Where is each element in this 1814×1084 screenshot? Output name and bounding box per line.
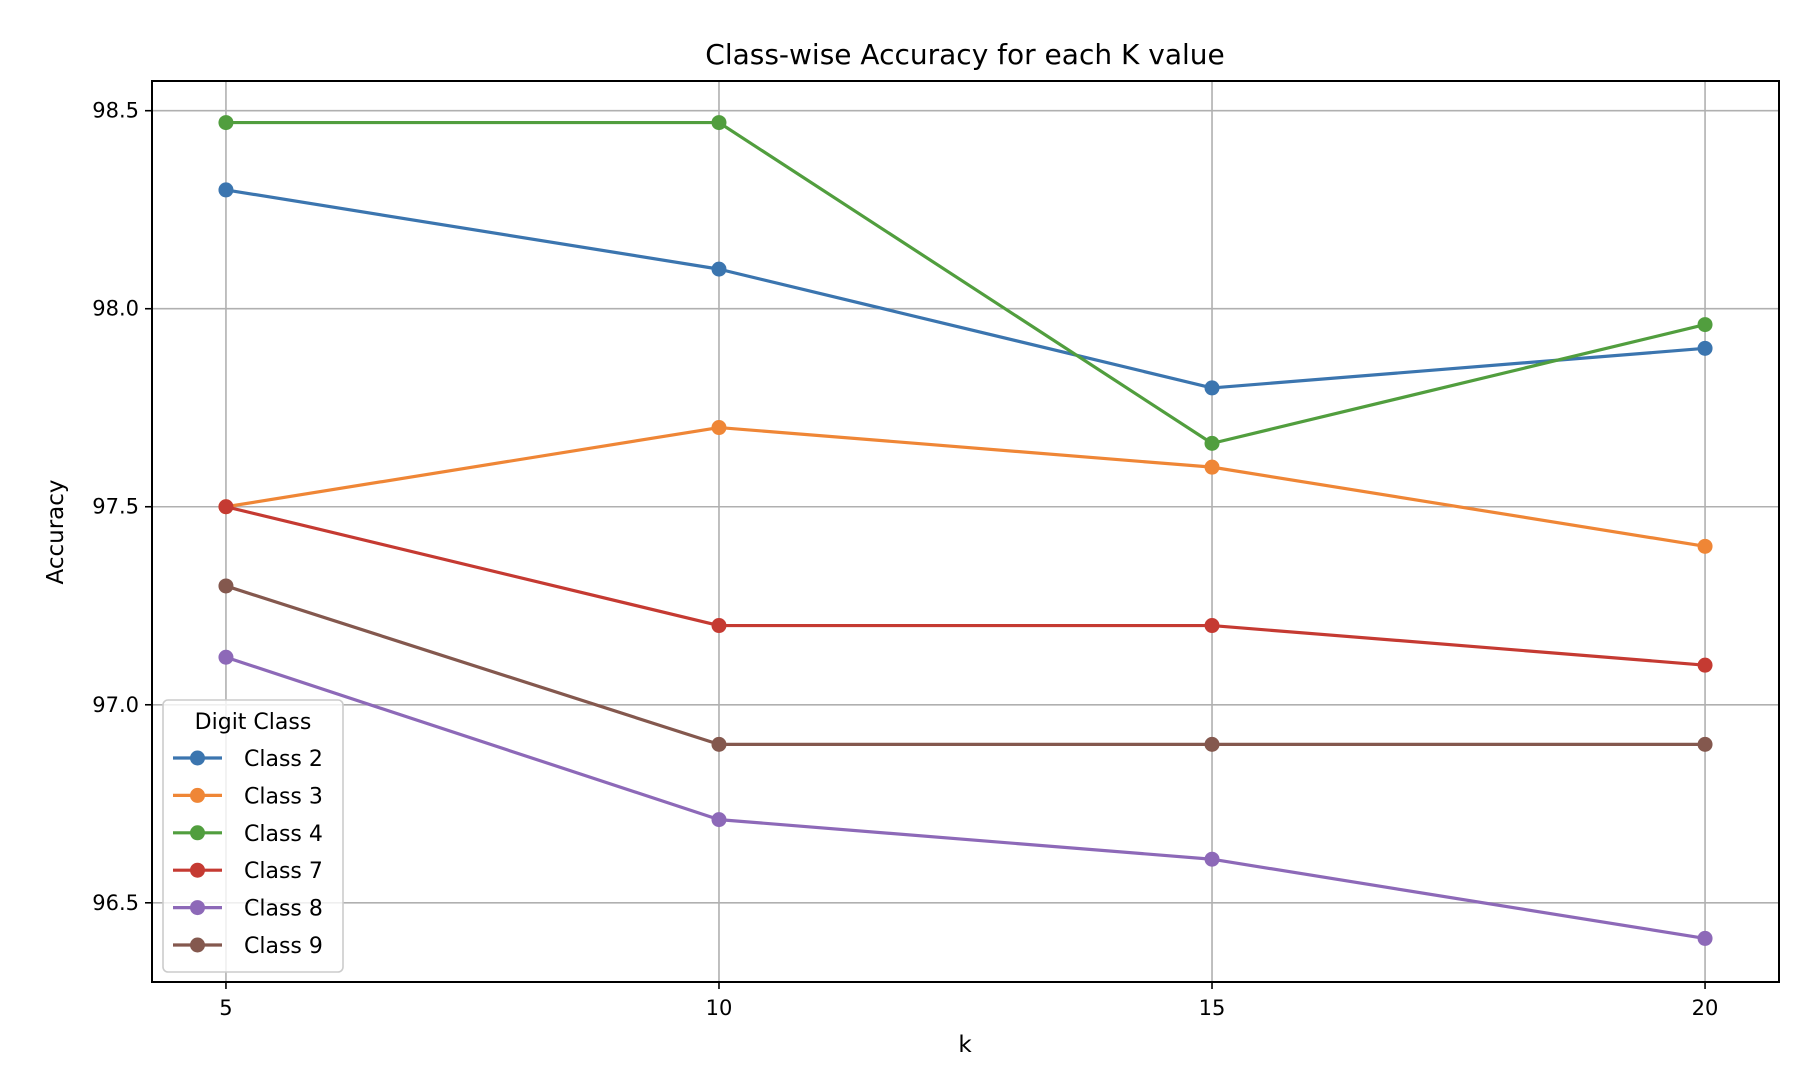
series-class-9: [218, 578, 1713, 752]
legend-marker: [190, 900, 205, 916]
x-axis-label: k: [958, 1032, 972, 1058]
legend-entry-class-4: Class 4: [173, 822, 323, 847]
data-point-class-7: [218, 499, 234, 515]
legend: Digit Class Class 2 Class 3 Class 4 Class 7…: [162, 699, 344, 973]
data-point-class-2: [711, 261, 727, 277]
legend-entry-class-8: Class 8: [173, 897, 323, 922]
legend-label: Class 7: [244, 859, 323, 884]
data-point-class-4: [1697, 317, 1713, 333]
y-tick-label: 97.0: [92, 693, 139, 717]
legend-entry-class-2: Class 2: [173, 747, 323, 772]
series-line-class-9: [224, 584, 1707, 746]
legend-entry-class-9: Class 9: [173, 934, 323, 959]
data-point-class-4: [711, 115, 727, 131]
x-tick-label: 10: [706, 996, 733, 1020]
series-group: [218, 115, 1713, 946]
legend-label: Class 4: [244, 822, 323, 847]
legend-label: Class 2: [244, 747, 323, 772]
y-axis-label: Accuracy: [43, 479, 69, 584]
series-class-7: [218, 499, 1713, 673]
legend-marker: [190, 787, 205, 803]
series-class-2: [218, 182, 1713, 396]
data-point-class-7: [1697, 657, 1713, 673]
x-tick-label: 5: [219, 996, 232, 1020]
series-line-class-2: [224, 188, 1707, 390]
series-class-4: [218, 115, 1713, 451]
data-point-class-4: [218, 115, 234, 131]
y-tick-label: 98.5: [92, 99, 139, 123]
x-tick-label: 15: [1199, 996, 1226, 1020]
plot-frame: [151, 80, 1780, 983]
data-point-class-9: [218, 578, 234, 594]
data-point-class-4: [1204, 435, 1220, 451]
legend-title: Digit Class: [195, 710, 312, 735]
data-point-class-8: [711, 812, 727, 828]
y-tick-label: 97.5: [92, 495, 139, 519]
legend-marker: [190, 825, 205, 841]
series-class-8: [218, 649, 1713, 946]
legend-box: [162, 699, 344, 973]
data-point-class-2: [218, 182, 234, 198]
legend-entries: Class 2 Class 3 Class 4 Class 7 Class 8 Class…: [173, 747, 323, 959]
data-point-class-3: [1204, 459, 1220, 475]
legend-entry-class-3: Class 3: [173, 784, 323, 809]
data-point-class-7: [1204, 618, 1220, 634]
data-point-class-8: [1204, 851, 1220, 867]
legend-label: Class 8: [244, 897, 323, 922]
chart-title: Class-wise Accuracy for each K value: [705, 38, 1224, 71]
legend-entry-class-7: Class 7: [173, 859, 323, 884]
data-point-class-3: [1697, 538, 1713, 554]
data-point-class-9: [1697, 736, 1713, 752]
data-point-class-8: [1697, 930, 1713, 946]
data-point-class-7: [711, 618, 727, 634]
data-point-class-2: [1697, 340, 1713, 356]
legend-marker: [190, 862, 205, 878]
grid: [152, 81, 1779, 982]
series-line-class-3: [224, 425, 1707, 548]
series-line-class-8: [224, 655, 1707, 941]
legend-marker: [190, 750, 205, 766]
axis-ticks: 5 10 15 20 96.5 97.0 97.5 98.0 98.5: [92, 99, 1718, 1020]
y-tick-label: 96.5: [92, 891, 139, 915]
data-point-class-2: [1204, 380, 1220, 396]
data-point-class-9: [711, 736, 727, 752]
data-point-class-9: [1204, 736, 1220, 752]
legend-marker: [190, 937, 205, 953]
data-point-class-3: [711, 420, 727, 436]
series-line-class-4: [224, 120, 1707, 445]
legend-label: Class 9: [244, 934, 323, 959]
x-tick-label: 20: [1692, 996, 1719, 1020]
y-tick-label: 98.0: [92, 297, 139, 321]
series-line-class-7: [224, 505, 1707, 667]
legend-label: Class 3: [244, 784, 323, 809]
data-point-class-8: [218, 649, 234, 665]
